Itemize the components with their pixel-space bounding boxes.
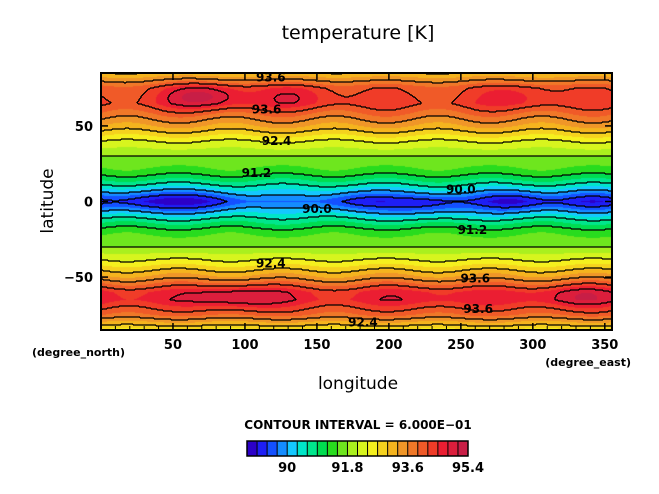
colorbar-swatch [247, 441, 258, 456]
contour-label: 90.0 [302, 202, 332, 216]
x-tick-label: 300 [519, 338, 546, 353]
x-tick-label: 350 [591, 338, 618, 353]
y-tick-label: 0 [84, 196, 93, 211]
x-tick-label: 200 [375, 338, 402, 353]
colorbar-swatch [437, 441, 449, 456]
colorbar-label: 91.8 [331, 461, 363, 476]
chart-title: temperature [K] [282, 22, 435, 44]
colorbar-swatch [287, 441, 298, 456]
x-unit-label: (degree_east) [545, 356, 631, 369]
contour-label: 91.2 [458, 223, 488, 237]
contour-label: 93.6 [252, 102, 282, 116]
colorbar-swatch [407, 441, 419, 456]
colorbar-swatch [327, 441, 338, 456]
colorbar-swatch [447, 441, 459, 456]
colorbar: 90 91.8 93.6 95.4 [246, 440, 484, 476]
contour-labels: 93.6 93.6 92.4 91.2 90.0 90.0 91.2 92.4 93.6 93.6… [242, 71, 493, 330]
colorbar-swatch [317, 441, 328, 456]
contour-label: 93.6 [256, 71, 286, 85]
colorbar-swatch [297, 441, 308, 456]
y-axis: 50 0 −50 [64, 120, 612, 286]
colorbar-swatch [367, 441, 378, 456]
y-axis-title: latitude [38, 168, 58, 233]
x-axis: 50 100 150 200 250 300 350 [114, 73, 618, 353]
temperature-field [101, 73, 612, 330]
contour-label: 92.4 [262, 134, 292, 148]
x-tick-label: 100 [231, 338, 258, 353]
x-tick-label: 150 [303, 338, 330, 353]
colorbar-swatch [427, 441, 439, 456]
colorbar-swatch [397, 441, 409, 456]
colorbar-swatch [257, 441, 268, 456]
colorbar-frame [246, 440, 469, 457]
colorbar-label: 90 [278, 461, 296, 476]
x-tick-label: 50 [164, 338, 182, 353]
colorbar-swatch [337, 441, 348, 456]
colorbar-swatch [277, 441, 288, 456]
contour-label: 92.4 [348, 315, 378, 329]
y-tick-label: −50 [64, 271, 93, 286]
colorbar-swatch [457, 441, 469, 456]
colorbar-swatch [307, 441, 318, 456]
colorbar-swatch [377, 441, 388, 456]
colorbar-swatch [267, 441, 278, 456]
colorbar-swatch [357, 441, 368, 456]
y-unit-label: (degree_north) [32, 346, 125, 359]
contour-label: 90.0 [446, 182, 476, 196]
colorbar-label: 93.6 [392, 461, 424, 476]
colorbar-swatch [417, 441, 429, 456]
colorbar-swatch [387, 441, 398, 456]
contour-label: 93.6 [460, 272, 490, 286]
contour-label: 93.6 [463, 302, 493, 316]
contour-interval-label: CONTOUR INTERVAL = 6.000E−01 [244, 418, 471, 432]
contour-label: 91.2 [242, 166, 272, 180]
y-tick-label: 50 [75, 120, 93, 135]
contour-label: 92.4 [256, 256, 286, 270]
colorbar-swatch [347, 441, 358, 456]
x-tick-label: 250 [447, 338, 474, 353]
colorbar-label: 95.4 [452, 461, 484, 476]
x-axis-title: longitude [318, 374, 398, 394]
